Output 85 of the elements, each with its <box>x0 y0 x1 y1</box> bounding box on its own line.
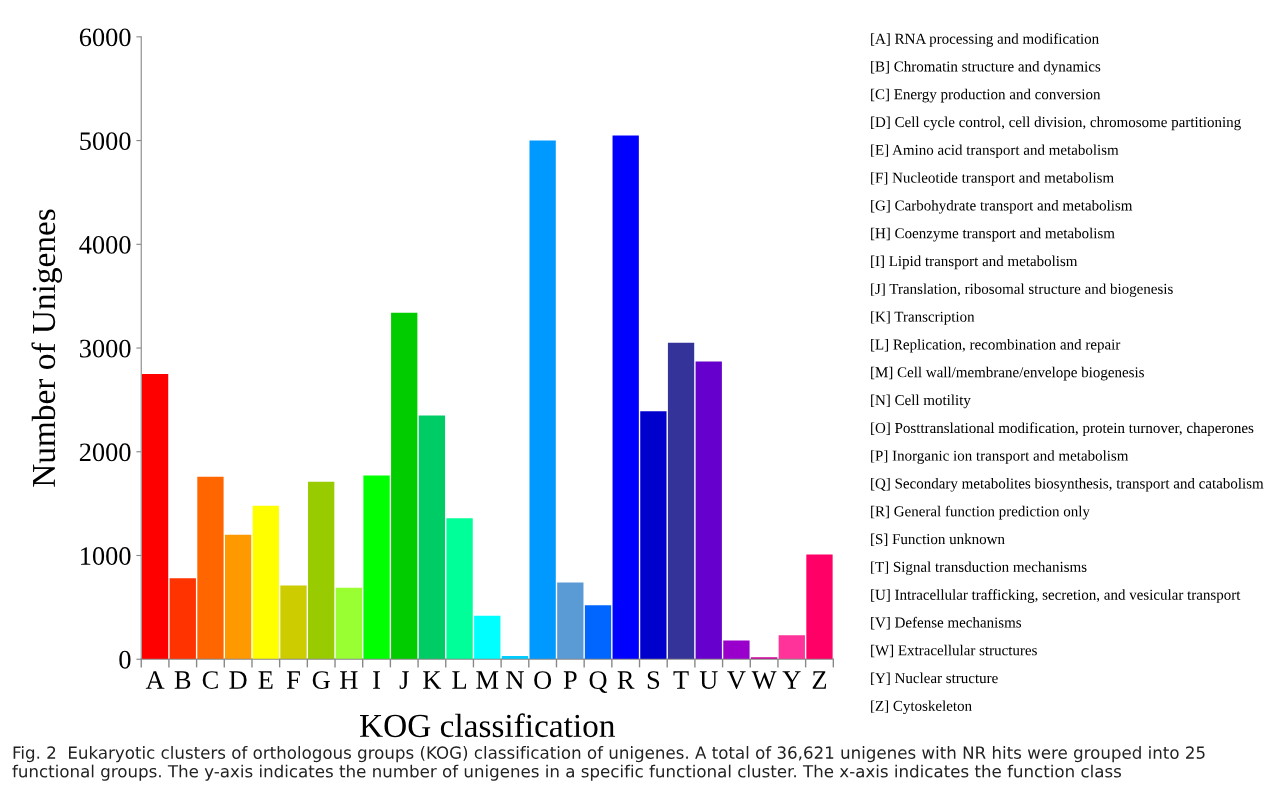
text: [K] Transcription <box>871 311 975 325</box>
text: [B] Chromatin structure and dynamics <box>871 60 1101 75</box>
x-tick-label: J <box>399 671 409 689</box>
x-tick-label: V <box>727 671 746 690</box>
y-tick-label: 5000 <box>80 132 131 150</box>
text: [G] Carbohydrate transport and metabolism <box>871 199 1133 214</box>
x-tick-label: F <box>286 671 300 689</box>
x-tick-label: P <box>563 671 577 689</box>
caption: Fig. 2 Eukaryotic clusters of orthologous groups (KOG) classification of unigenes. A total of 36,621 unigenes with NR hits were grouped into 25 functional groups. The y-axis indicates the number of unigenes in a specific functional cluster. The x-axis indicates the function class <box>12 746 1205 781</box>
bar <box>501 656 529 660</box>
text: [M] Cell wall/membrane/envelope biogenesis <box>871 366 1144 381</box>
text: [Q] Secondary metabolites biosynthesis, transport and catabolism <box>871 477 1264 492</box>
x-tick-label: N <box>506 671 524 689</box>
y-tick-label: 2000 <box>79 443 131 462</box>
bar <box>557 582 584 660</box>
x-tick-label: O <box>534 671 552 689</box>
text: [I] Lipid transport and metabolism <box>871 255 1078 270</box>
y-tick-label: 0 <box>119 650 131 669</box>
text: [N] Cell motility <box>871 394 971 409</box>
y-tick-label: 6000 <box>79 28 131 47</box>
bar <box>695 361 722 660</box>
bar <box>667 342 695 660</box>
x-tick-label: W <box>751 671 777 690</box>
bar <box>723 640 750 660</box>
y-tick-label: 4000 <box>79 235 131 254</box>
bar <box>446 518 473 660</box>
text: [H] Coenzyme transport and metabolism <box>871 227 1115 242</box>
y-axis-title: Number of Unigenes <box>31 209 63 487</box>
text: [D] Cell cycle control, cell division, chromosome partitioning <box>871 116 1241 131</box>
text: [R] General function prediction only <box>871 505 1090 520</box>
bar <box>750 657 778 660</box>
x-tick-label: Z <box>812 671 827 689</box>
bar <box>363 475 390 660</box>
x-tick-label: Q <box>589 671 608 693</box>
x-tick-label: U <box>699 671 718 689</box>
text: [V] Defense mechanisms <box>871 616 1022 630</box>
text: [E] Amino acid transport and metabolism <box>871 144 1119 158</box>
text: [Z] Cytoskeleton <box>871 700 972 715</box>
text: [J] Translation, ribosomal structure and biogenesis <box>871 283 1173 298</box>
x-tick-label: T <box>673 671 689 689</box>
y-tick-label: 3000 <box>80 339 131 358</box>
x-axis-title: KOG classification <box>360 713 615 738</box>
x-tick-label: M <box>476 671 499 689</box>
text: [F] Nucleotide transport and metabolism <box>871 172 1114 186</box>
x-tick-label: A <box>145 671 165 689</box>
bar <box>391 312 418 660</box>
text: [O] Posttranslational modification, protein turnover, chaperones <box>871 422 1254 437</box>
bar <box>197 476 224 660</box>
x-tick-label: E <box>258 671 273 689</box>
text: [W] Extracellular structures <box>871 644 1037 658</box>
x-tick-label: K <box>423 671 442 689</box>
bar <box>224 534 252 660</box>
bar <box>778 635 805 660</box>
text: [Y] Nuclear structure <box>871 672 998 686</box>
x-tick-label: H <box>340 671 358 689</box>
x-tick-label: Y <box>782 671 801 689</box>
bar <box>612 135 639 660</box>
text: [U] Intracellular trafficking, secretion, and vesicular transport <box>871 589 1241 603</box>
bar <box>418 415 446 660</box>
text: [L] Replication, recombination and repair <box>871 339 1121 353</box>
y-tick-label: 1000 <box>81 547 131 565</box>
bar <box>280 585 307 660</box>
bar <box>141 373 169 660</box>
bar <box>806 554 833 660</box>
bar <box>640 411 667 660</box>
x-tick-label: D <box>229 671 247 689</box>
text: [A] RNA processing and modification <box>871 33 1099 47</box>
text: [T] Signal transduction mechanisms <box>871 561 1087 576</box>
x-tick-label: L <box>452 671 467 689</box>
text: [P] Inorganic ion transport and metabolism <box>871 450 1129 464</box>
x-tick-label: I <box>373 671 381 689</box>
x-tick-label: C <box>202 671 218 689</box>
bar <box>584 605 612 660</box>
x-tick-label: B <box>174 671 191 689</box>
bar <box>335 587 363 660</box>
bar <box>529 140 556 660</box>
x-tick-label: S <box>647 671 660 689</box>
text: [C] Energy production and conversion <box>871 88 1101 103</box>
bar <box>169 578 196 660</box>
bar <box>308 481 335 660</box>
x-tick-label: G <box>312 671 330 689</box>
text: [S] Function unknown <box>871 533 1005 547</box>
x-tick-label: R <box>617 671 635 689</box>
bar <box>252 505 279 660</box>
bar <box>474 615 501 660</box>
